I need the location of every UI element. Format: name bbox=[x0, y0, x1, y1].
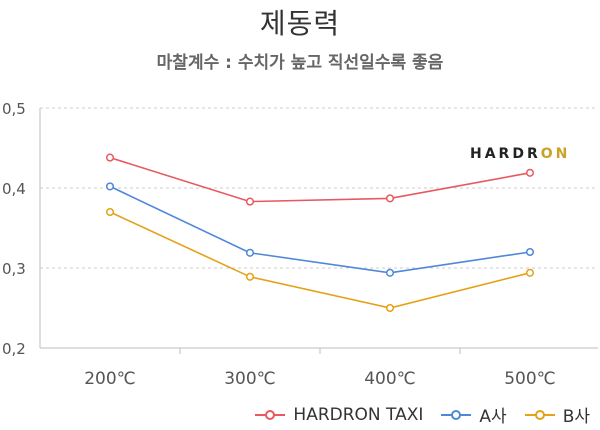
chart-subtitle: 마찰계수 : 수치가 높고 직선일수록 좋음 bbox=[156, 53, 444, 73]
legend-label-a: A사 bbox=[479, 407, 507, 427]
legend-swatch-b bbox=[524, 409, 555, 420]
x-tick-label: 200℃ bbox=[84, 369, 136, 389]
legend-label-b: B사 bbox=[562, 407, 590, 427]
series-line-0 bbox=[109, 156, 531, 203]
data-point-2-3 bbox=[525, 268, 535, 277]
data-point-0-0 bbox=[105, 153, 115, 162]
data-point-2-0 bbox=[105, 207, 115, 217]
y-tick-label: 0,4 bbox=[2, 180, 26, 198]
data-point-0-2 bbox=[385, 194, 395, 203]
data-point-2-1 bbox=[245, 272, 255, 281]
data-point-1-1 bbox=[245, 248, 255, 257]
data-point-1-0 bbox=[105, 182, 115, 191]
hardron-logo: HARDRON bbox=[470, 146, 571, 162]
data-point-1-3 bbox=[525, 247, 535, 257]
x-tick-label: 500℃ bbox=[504, 369, 556, 389]
y-tick-label: 0,2 bbox=[2, 340, 26, 358]
data-point-0-3 bbox=[525, 168, 535, 177]
data-point-0-1 bbox=[245, 197, 255, 206]
legend-swatch-a bbox=[441, 409, 472, 420]
x-tick-label: 400℃ bbox=[364, 369, 416, 389]
y-tick-label: 0,5 bbox=[2, 100, 26, 118]
series-line-1 bbox=[109, 185, 531, 274]
legend-swatch-hardron bbox=[255, 409, 286, 420]
data-point-1-2 bbox=[385, 268, 395, 277]
legend-item-hardron: HARDRON TAXI bbox=[255, 405, 423, 425]
y-tick-label: 0,3 bbox=[2, 260, 26, 278]
legend-item-a: A사 bbox=[441, 402, 507, 427]
legend-label-hardron: HARDRON TAXI bbox=[293, 404, 424, 425]
chart-title: 제동력 bbox=[259, 7, 341, 40]
data-point-2-2 bbox=[385, 303, 395, 313]
legend-item-b: B사 bbox=[524, 402, 590, 427]
x-tick-label: 300℃ bbox=[224, 369, 276, 389]
chart-legend: HARDRON TAXI A사 B사 bbox=[255, 402, 590, 427]
series-line-2 bbox=[109, 211, 531, 309]
